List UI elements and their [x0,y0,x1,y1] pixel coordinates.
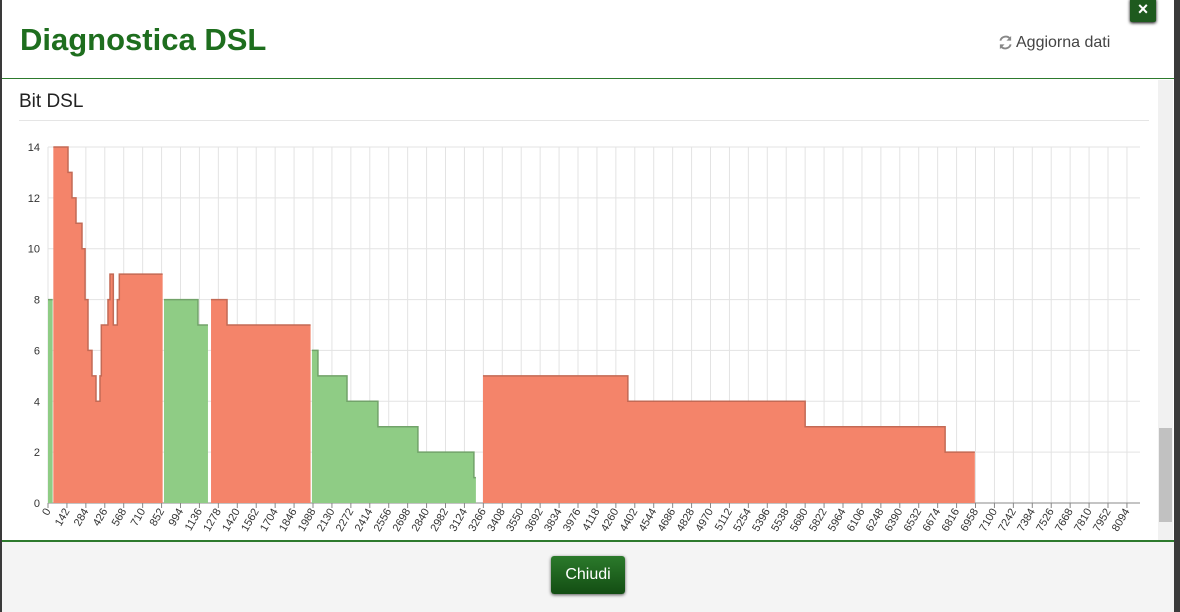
x-tick-label: 142 [53,507,73,529]
x-tick-label: 3834 [542,507,565,534]
y-tick-label: 6 [34,345,40,357]
refresh-icon [999,35,1012,50]
title-divider [19,120,1149,121]
x-tick-label: 6248 [864,507,887,534]
x-tick-label: 6958 [958,507,981,534]
x-tick-label: 4260 [599,507,622,534]
x-tick-label: 2130 [315,507,338,534]
x-tick-label: 5680 [788,507,811,534]
x-tick-label: 710 [129,507,149,529]
header-divider [2,78,1174,79]
y-tick-label: 14 [28,142,40,154]
y-tick-label: 10 [28,244,40,256]
x-tick-label: 8094 [1110,507,1133,534]
x-tick-label: 7526 [1034,507,1057,534]
x-tick-label: 4402 [618,507,641,534]
x-tick-label: 5254 [731,507,754,534]
x-tick-label: 0 [40,507,53,518]
x-tick-label: 1846 [277,507,300,534]
x-tick-label: 6816 [940,507,963,534]
x-tick-label: 1704 [258,507,281,534]
x-tick-label: 1562 [239,507,262,534]
y-tick-label: 12 [28,193,40,205]
scrollbar[interactable] [1158,80,1173,540]
x-tick-label: 7242 [996,507,1019,534]
x-tick-label: 5538 [769,507,792,534]
bit-area [53,147,975,503]
x-tick-label: 568 [110,507,130,529]
y-tick-label: 4 [34,396,40,408]
refresh-link[interactable]: Aggiorna dati [998,34,1110,52]
x-tick-label: 3976 [561,507,584,534]
x-tick-label: 1420 [220,507,243,534]
x-tick-label: 6390 [883,507,906,534]
x-tick-label: 4544 [637,507,660,534]
x-tick-label: 1278 [201,507,224,534]
x-tick-label: 3408 [485,507,508,534]
x-tick-label: 2556 [372,507,395,534]
refresh-label: Aggiorna dati [1016,34,1111,51]
x-tick-label: 7100 [977,507,1000,534]
x-tick-label: 5822 [807,507,830,534]
modal-title: Diagnostica DSL [20,22,267,57]
close-button[interactable]: Chiudi [551,556,625,594]
x-tick-label: 5964 [826,507,849,534]
scrollbar-thumb[interactable] [1159,428,1172,522]
x-tick-label: 7952 [1091,507,1114,534]
x-tick-label: 3124 [447,507,470,534]
x-tick-label: 6674 [921,507,944,534]
x-tick-label: 6106 [845,507,868,534]
chart-title: Bit DSL [19,91,84,112]
x-tick-label: 284 [72,507,92,529]
y-tick-label: 0 [34,498,40,510]
y-tick-label: 2 [34,447,40,459]
x-tick-label: 2698 [391,507,414,534]
x-tick-label: 3550 [504,507,527,534]
close-icon-button[interactable]: × [1130,0,1156,22]
x-tick-label: 3266 [466,507,489,534]
x-tick-label: 6532 [902,507,925,534]
bit-line [53,146,975,453]
x-tick-label: 7810 [1072,507,1095,534]
x-tick-label: 1988 [296,507,319,534]
x-tick-label: 3692 [523,507,546,534]
x-tick-label: 2272 [334,507,357,534]
bit-area [48,299,476,503]
x-tick-label: 4686 [656,507,679,534]
x-tick-label: 4828 [675,507,698,534]
x-tick-label: 5396 [750,507,773,534]
x-tick-label: 4970 [693,507,716,534]
x-tick-label: 426 [91,507,111,529]
x-tick-label: 852 [148,507,168,529]
x-tick-label: 2982 [428,507,451,534]
x-tick-label: 7668 [1053,507,1076,534]
x-tick-label: 2414 [353,507,376,534]
x-tick-label: 2840 [410,507,433,534]
x-tick-label: 7384 [1015,507,1038,534]
modal-footer: Chiudi [2,540,1174,612]
bit-line [48,298,476,479]
y-tick-label: 8 [34,295,40,307]
